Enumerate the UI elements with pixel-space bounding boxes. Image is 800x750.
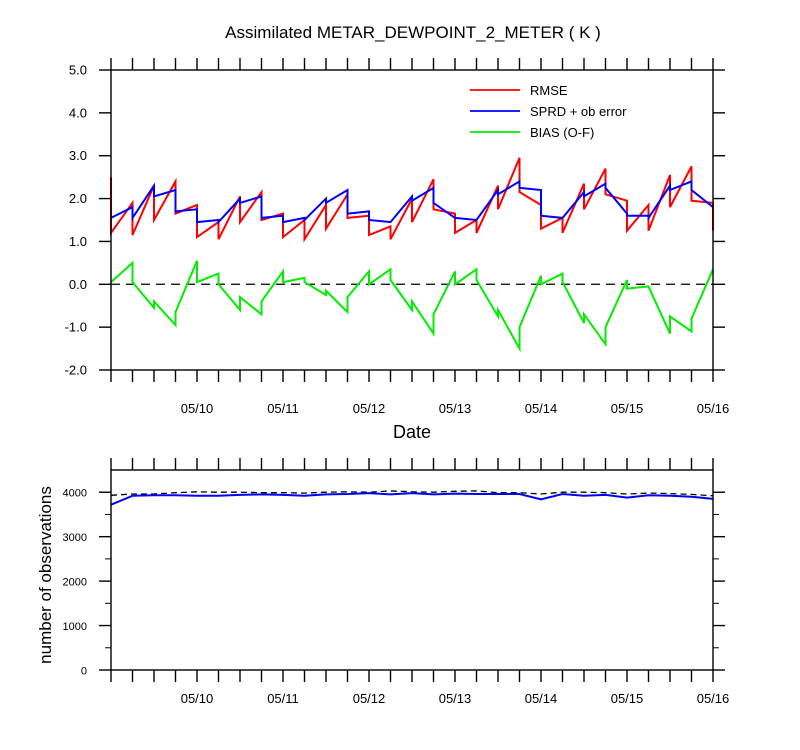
bottom-series-line-1 (110, 492, 714, 506)
top-series-lines (110, 157, 714, 353)
bottom-axis-ticks (99, 458, 725, 682)
top-x-tick-label: 05/13 (439, 401, 472, 416)
bottom-x-tick-label: 05/12 (353, 691, 386, 706)
bottom-x-tick-label: 05/11 (267, 691, 299, 706)
top-y-tick-label: 4.0 (69, 105, 87, 120)
chart-title: Assimilated METAR_DEWPOINT_2_METER ( K ) (225, 23, 601, 42)
top-y-tick-label: -1.0 (65, 320, 87, 335)
top-y-tick-label: 0.0 (69, 277, 87, 292)
top-y-tick-label: 2.0 (69, 191, 87, 206)
bottom-y-tick-labels: 4000 3000 2000 1000 0 (63, 488, 87, 678)
bottom-x-tick-label: 05/10 (181, 691, 214, 706)
bottom-x-tick-label: 05/14 (525, 691, 558, 706)
top-x-tick-label: 05/15 (611, 401, 644, 416)
bottom-y-tick-label: 4000 (63, 488, 87, 500)
x-axis-label: Date (393, 422, 431, 442)
legend-label-sprd: SPRD + ob error (530, 104, 627, 119)
top-plot-area: 5.04.03.02.01.00.0-1.0-2.0 05/10 05/11 05/… (65, 58, 730, 416)
top-y-tick-labels: 5.0 4.0 3.0 2.0 1.0 0.0 -1.0 -2.0 (65, 63, 87, 378)
top-plot-frame (110, 69, 714, 371)
top-y-tick-label: -2.0 (65, 363, 87, 378)
top-x-tick-labels: 05/10 05/11 05/12 05/13 05/14 05/15 05/16 (181, 401, 730, 416)
top-x-tick-label: 05/10 (181, 401, 214, 416)
legend: RMSE SPRD + ob error BIAS (O-F) (470, 83, 627, 140)
top-y-tick-label: 5.0 (69, 63, 87, 78)
bottom-plot-frame (110, 469, 714, 671)
bottom-x-tick-label: 05/15 (611, 691, 644, 706)
top-x-tick-label: 05/16 (697, 401, 730, 416)
bottom-series-line-0 (110, 490, 714, 497)
top-x-tick-label: 05/11 (267, 401, 299, 416)
top-series-bias-o-f (110, 260, 714, 353)
bottom-y-tick-label: 2000 (63, 577, 87, 589)
top-x-tick-label: 05/14 (525, 401, 558, 416)
legend-label-bias: BIAS (O-F) (530, 125, 594, 140)
bottom-y-tick-label: 0 (81, 666, 87, 678)
top-y-tick-label: 3.0 (69, 148, 87, 163)
y-axis-label-observations: number of observations (36, 486, 55, 664)
top-axis-ticks (99, 58, 725, 382)
top-x-tick-label: 05/12 (353, 401, 386, 416)
top-series-rmse (110, 157, 714, 243)
bottom-x-tick-label: 05/16 (697, 691, 730, 706)
bottom-y-tick-label: 1000 (63, 621, 87, 633)
top-series-sprd-ob-error (110, 179, 714, 225)
bottom-x-tick-labels: 05/10 05/11 05/12 05/13 05/14 05/15 05/16 (181, 691, 730, 706)
bottom-x-tick-label: 05/13 (439, 691, 472, 706)
bottom-series-lines (110, 490, 714, 506)
legend-label-rmse: RMSE (530, 83, 568, 98)
top-y-tick-label: 1.0 (69, 234, 87, 249)
bottom-y-tick-label: 3000 (63, 532, 87, 544)
